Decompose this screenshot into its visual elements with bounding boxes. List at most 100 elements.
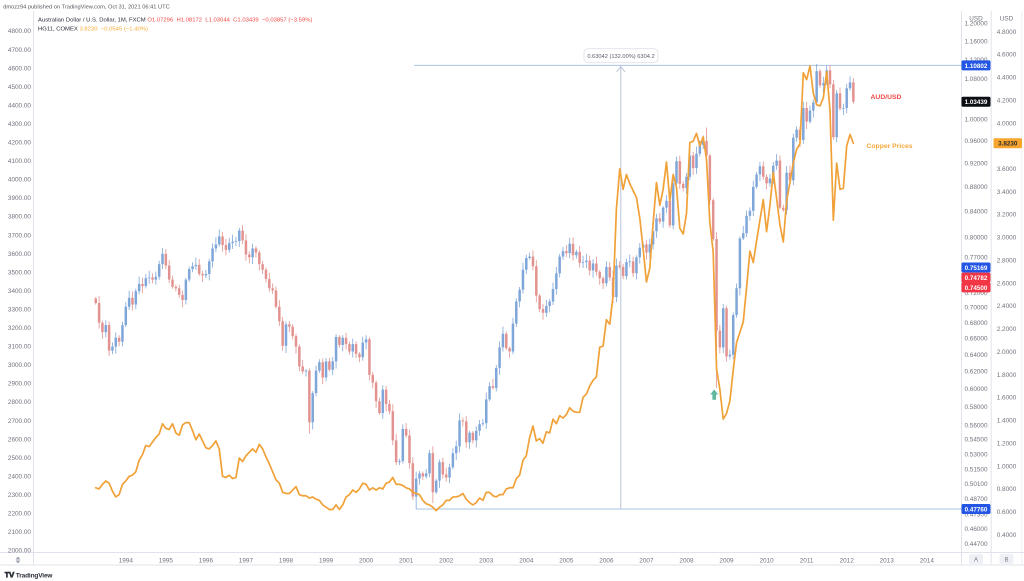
svg-text:0.70000: 0.70000 [964, 305, 988, 312]
svg-text:3400.00: 3400.00 [8, 288, 32, 295]
svg-text:2014: 2014 [920, 558, 935, 565]
svg-text:0.63042 (132.00%) 6304.2: 0.63042 (132.00%) 6304.2 [587, 54, 654, 60]
svg-text:2006: 2006 [599, 558, 614, 565]
svg-text:0.46000: 0.46000 [964, 526, 988, 533]
svg-text:B: B [1004, 557, 1008, 563]
svg-text:1.2000: 1.2000 [997, 440, 1017, 447]
svg-text:4.2000: 4.2000 [997, 97, 1017, 104]
svg-text:0.48700: 0.48700 [964, 496, 988, 503]
svg-text:2900.00: 2900.00 [8, 381, 32, 388]
svg-text:0.88000: 0.88000 [964, 184, 988, 191]
svg-text:0.66000: 0.66000 [964, 336, 988, 343]
svg-text:TradingView: TradingView [16, 572, 54, 579]
svg-text:AUD/USD: AUD/USD [871, 94, 902, 101]
svg-text:4.0000: 4.0000 [997, 120, 1017, 127]
svg-text:1999: 1999 [319, 558, 334, 565]
svg-text:0.47300: 0.47300 [964, 511, 988, 518]
svg-text:Copper Prices: Copper Prices [867, 143, 913, 150]
svg-text:2005: 2005 [559, 558, 574, 565]
svg-text:0.74500: 0.74500 [965, 285, 988, 292]
svg-text:4500.00: 4500.00 [8, 84, 32, 91]
svg-text:2000.00: 2000.00 [8, 548, 32, 555]
svg-text:4.6000: 4.6000 [997, 52, 1017, 59]
svg-text:3100.00: 3100.00 [8, 344, 32, 351]
svg-text:3000.00: 3000.00 [8, 362, 32, 369]
svg-text:0.96000: 0.96000 [964, 138, 988, 145]
svg-text:3500.00: 3500.00 [8, 269, 32, 276]
svg-text:1.10802: 1.10802 [965, 63, 988, 70]
svg-text:USD: USD [969, 16, 983, 23]
svg-text:2500.00: 2500.00 [8, 455, 32, 462]
svg-text:0.51500: 0.51500 [964, 466, 988, 473]
svg-text:4000.00: 4000.00 [8, 177, 32, 184]
svg-text:1.08000: 1.08000 [964, 76, 988, 83]
svg-text:4100.00: 4100.00 [8, 158, 32, 165]
svg-text:0.8000: 0.8000 [997, 486, 1017, 493]
svg-text:4800.00: 4800.00 [8, 28, 32, 35]
svg-text:3.4000: 3.4000 [997, 189, 1017, 196]
svg-text:0.75169: 0.75169 [965, 265, 988, 272]
svg-text:0.44700: 0.44700 [964, 541, 988, 548]
svg-text:2200.00: 2200.00 [8, 511, 32, 518]
svg-text:4400.00: 4400.00 [8, 102, 32, 109]
svg-text:A: A [974, 557, 978, 563]
svg-text:1.6000: 1.6000 [997, 395, 1017, 402]
svg-text:2011: 2011 [800, 558, 814, 565]
svg-text:2300.00: 2300.00 [8, 492, 32, 499]
svg-text:0.74782: 0.74782 [965, 275, 988, 282]
svg-text:2013: 2013 [880, 558, 895, 565]
svg-text:3900.00: 3900.00 [8, 195, 32, 202]
svg-text:0.92000: 0.92000 [964, 161, 988, 168]
svg-text:0.4000: 0.4000 [997, 532, 1017, 539]
svg-text:0.77000: 0.77000 [964, 254, 988, 261]
svg-text:2.4000: 2.4000 [997, 303, 1017, 310]
svg-text:4300.00: 4300.00 [8, 121, 32, 128]
svg-text:1.00000: 1.00000 [964, 117, 988, 124]
svg-text:2012: 2012 [840, 558, 855, 565]
svg-text:1.03439: 1.03439 [965, 99, 988, 106]
svg-text:0.60000: 0.60000 [964, 386, 988, 393]
svg-text:1.4000: 1.4000 [997, 418, 1017, 425]
svg-text:2400.00: 2400.00 [8, 473, 32, 480]
svg-text:2100.00: 2100.00 [8, 529, 32, 536]
svg-text:3800.00: 3800.00 [8, 214, 32, 221]
svg-text:4.8000: 4.8000 [997, 29, 1017, 36]
svg-text:2600.00: 2600.00 [8, 436, 32, 443]
svg-text:2.6000: 2.6000 [997, 280, 1017, 287]
svg-text:2007: 2007 [639, 558, 654, 565]
svg-text:1.8000: 1.8000 [997, 372, 1017, 379]
svg-text:0.58000: 0.58000 [964, 404, 988, 411]
svg-text:4600.00: 4600.00 [8, 65, 32, 72]
svg-text:1998: 1998 [279, 558, 294, 565]
svg-text:1.0000: 1.0000 [997, 463, 1017, 470]
svg-text:3600.00: 3600.00 [8, 251, 32, 258]
svg-text:0.56000: 0.56000 [964, 422, 988, 429]
svg-text:2.2000: 2.2000 [997, 326, 1017, 333]
svg-text:0.72000: 0.72000 [964, 290, 988, 297]
svg-text:2004: 2004 [519, 558, 534, 565]
svg-text:2.8000: 2.8000 [997, 257, 1017, 264]
svg-text:3.6000: 3.6000 [997, 166, 1017, 173]
svg-text:1994: 1994 [119, 558, 134, 565]
svg-text:0.80000: 0.80000 [964, 234, 988, 241]
svg-text:2000: 2000 [359, 558, 374, 565]
svg-text:2003: 2003 [479, 558, 494, 565]
svg-text:2002: 2002 [439, 558, 454, 565]
svg-text:2009: 2009 [719, 558, 734, 565]
svg-text:0.47760: 0.47760 [965, 506, 988, 513]
svg-text:0.6000: 0.6000 [997, 509, 1017, 516]
svg-text:2001: 2001 [399, 558, 414, 565]
svg-text:0.50100: 0.50100 [964, 481, 988, 488]
svg-text:1997: 1997 [239, 558, 254, 565]
svg-text:2008: 2008 [679, 558, 694, 565]
svg-text:1.16000: 1.16000 [964, 38, 988, 45]
svg-text:2.0000: 2.0000 [997, 349, 1017, 356]
svg-text:USD: USD [1000, 16, 1014, 23]
svg-text:3200.00: 3200.00 [8, 325, 32, 332]
svg-text:0.84000: 0.84000 [964, 209, 988, 216]
svg-text:1996: 1996 [199, 558, 214, 565]
svg-text:2010: 2010 [759, 558, 774, 565]
svg-text:0.64000: 0.64000 [964, 352, 988, 359]
svg-text:2700.00: 2700.00 [8, 418, 32, 425]
svg-text:0.54500: 0.54500 [964, 437, 988, 444]
